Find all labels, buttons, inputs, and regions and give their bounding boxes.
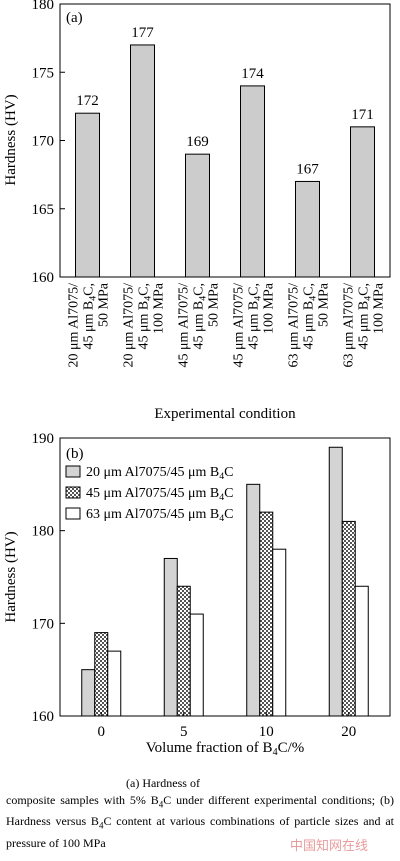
x-category-line-a: 63 μm Al7075/: [342, 283, 357, 368]
data-label-a: 174: [241, 66, 264, 82]
x-category-label-a: 45 μm Al7075/45 μm B4C, 100 MPa: [232, 282, 277, 367]
figure-caption: (a) Hardness of composite samples with 5…: [6, 775, 394, 852]
plot-frame-b: [59, 437, 391, 717]
x-category-line-a: 50 MPa: [207, 282, 222, 327]
x-category-line-a: 100 MPa: [262, 282, 277, 334]
y-tick-label-a: 180: [32, 0, 55, 13]
bar-a: [350, 126, 375, 278]
bar-b: [163, 557, 178, 717]
data-label-a: 171: [351, 107, 374, 123]
bar-b: [246, 483, 261, 717]
bar-a: [75, 112, 100, 278]
y-axis-label-b: Hardness (HV): [3, 531, 19, 622]
x-category-line-a: 45 μm Al7075/: [232, 283, 247, 368]
bar-b: [94, 632, 109, 717]
x-category-line-a: 20 μm Al7075/: [122, 283, 137, 368]
bar-b: [107, 650, 122, 717]
bar-a: [240, 85, 265, 278]
y-tick-label-a: 160: [32, 270, 55, 286]
bar-a: [130, 44, 155, 278]
caption-line-1: (a) Hardness of: [126, 776, 200, 790]
y-tick-label-b: 180: [32, 524, 55, 540]
chart-a: 172 177 169 174 167 171 160 165 170 175 180 20 μm…: [3, 0, 391, 422]
x-axis-label-b: Volume fraction of B4C/%: [146, 740, 304, 758]
x-category-line-a: 20 μm Al7075/: [67, 283, 82, 368]
bar-a: [295, 180, 320, 278]
x-category-line-a: 45 μm Al7075/: [177, 283, 192, 368]
x-category-line-a: 63 μm Al7075/: [287, 283, 302, 368]
x-axis-label-a: Experimental condition: [154, 406, 296, 422]
x-category-label-a: 63 μm Al7075/45 μm B4C, 50 MPa: [287, 282, 332, 367]
y-tick-label-b: 160: [32, 709, 55, 725]
panel-label-b: (b): [66, 446, 84, 462]
bar-b: [259, 511, 274, 717]
x-category-line-a: 50 MPa: [317, 282, 332, 327]
bar-b: [328, 446, 343, 717]
x-category-label-a: 20 μm Al7075/45 μm B4C, 100 MPa: [122, 282, 167, 367]
x-category-line-a: 100 MPa: [152, 282, 167, 334]
legend-swatch: [65, 507, 81, 520]
panel-label-a: (a): [66, 10, 83, 26]
chart-b: 160 170 180 190 0 5 10 20 (b) Hardness (HV) Vo…: [3, 432, 391, 758]
x-category-label-b: 20: [341, 724, 356, 740]
bar-b: [354, 585, 369, 717]
legend-b: 20 μm Al7075/45 μm B4C 45 μm Al7075/45 μm…: [65, 465, 234, 524]
data-label-a: 172: [76, 93, 99, 109]
x-category-label-a: 63 μm Al7075/45 μm B4C, 100 MPa: [342, 282, 387, 367]
legend-swatch: [65, 465, 81, 478]
bar-b: [81, 669, 96, 717]
legend-entry: 63 μm Al7075/45 μm B4C: [86, 507, 234, 524]
bar-a: [185, 153, 210, 278]
bar-b: [341, 520, 356, 717]
y-tick-label-b: 190: [32, 432, 55, 447]
x-category-label-b: 0: [98, 724, 106, 740]
x-category-label-a: 20 μm Al7075/45 μm B4C, 50 MPa: [67, 282, 112, 367]
watermark: 中国知网在线: [290, 839, 369, 854]
legend-entry: 45 μm Al7075/45 μm B4C: [86, 486, 234, 503]
x-category-label-b: 10: [259, 724, 274, 740]
legend-entry: 20 μm Al7075/45 μm B4C: [86, 465, 234, 482]
x-category-line-a: 100 MPa: [372, 282, 387, 334]
x-category-label-a: 45 μm Al7075/45 μm B4C, 50 MPa: [177, 282, 222, 367]
bar-b: [189, 613, 204, 717]
x-category-line-a: 50 MPa: [97, 282, 112, 327]
y-tick-label-a: 175: [32, 65, 55, 81]
data-label-a: 167: [296, 161, 319, 177]
y-tick-label-a: 165: [32, 202, 55, 218]
legend-swatch: [65, 486, 81, 499]
data-label-a: 169: [186, 134, 209, 150]
bar-b: [176, 585, 191, 717]
caption-text: composite samples with 5% B4C under diff…: [6, 793, 394, 850]
plot-frame-a: [59, 3, 391, 278]
y-tick-label-a: 170: [32, 134, 55, 150]
bar-b: [272, 548, 287, 717]
y-axis-label-a: Hardness (HV): [3, 94, 19, 185]
x-category-label-b: 5: [180, 724, 188, 740]
data-label-a: 177: [131, 25, 154, 41]
y-tick-label-b: 170: [32, 616, 55, 632]
